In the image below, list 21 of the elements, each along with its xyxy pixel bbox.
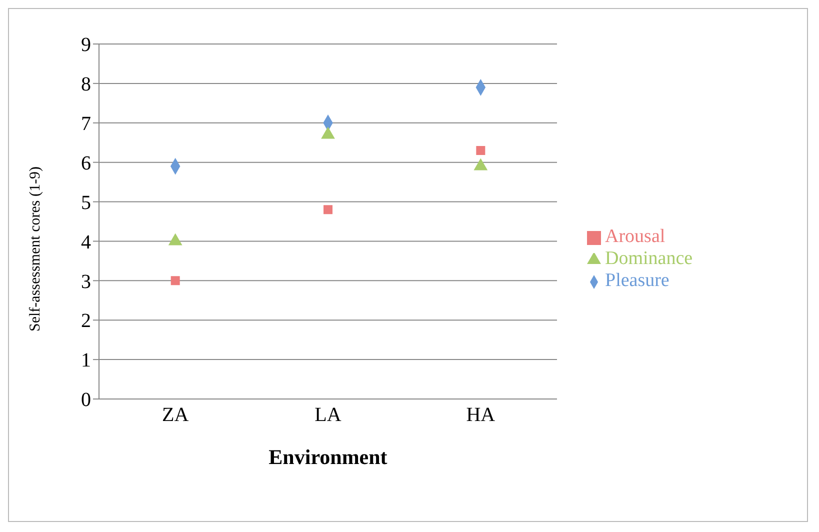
y-tick-label: 7 — [81, 112, 91, 135]
x-axis-title: Environment — [268, 445, 388, 469]
y-tick-label: 9 — [81, 34, 91, 56]
y-tick-label: 8 — [81, 74, 91, 96]
x-tick-label: HA — [466, 404, 496, 426]
y-tick-label: 1 — [81, 350, 91, 372]
y-tick-label: 4 — [81, 231, 91, 254]
legend-label: Pleasure — [605, 270, 670, 291]
y-axis-title: Self-assessment cores (1-9) — [27, 166, 44, 332]
x-tick-label: LA — [314, 404, 342, 426]
y-tick-label: 3 — [81, 270, 91, 293]
point — [170, 276, 180, 286]
y-tick-label: 5 — [81, 192, 91, 214]
y-tick-label: 6 — [81, 152, 91, 174]
point — [324, 205, 332, 214]
x-tick-label: ZA — [162, 404, 190, 426]
legend-label: Dominance — [605, 248, 693, 269]
y-tick-label: 0 — [81, 389, 91, 412]
point — [476, 146, 486, 155]
legend-label: Arousal — [605, 226, 666, 247]
y-tick-label: 2 — [81, 310, 91, 332]
